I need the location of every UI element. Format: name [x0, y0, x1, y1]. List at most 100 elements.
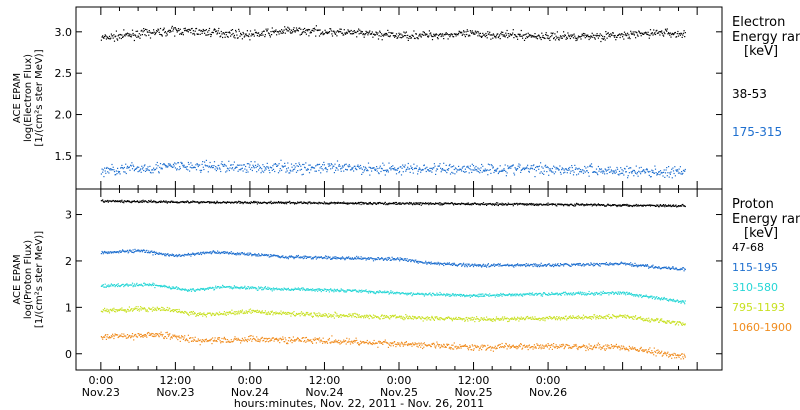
data-point — [110, 251, 112, 253]
data-point — [329, 256, 331, 258]
data-point — [608, 294, 610, 296]
data-point — [647, 31, 649, 33]
data-point — [508, 35, 511, 37]
data-point — [220, 202, 222, 204]
data-point — [384, 258, 386, 260]
data-point — [606, 37, 608, 39]
data-point — [433, 34, 435, 36]
data-point — [182, 200, 184, 203]
data-point — [444, 169, 446, 171]
data-point — [593, 294, 595, 296]
data-point — [453, 264, 455, 266]
data-point — [153, 250, 155, 253]
data-point — [126, 200, 128, 202]
data-point — [585, 167, 587, 169]
data-point — [485, 170, 487, 172]
data-point — [489, 34, 491, 36]
data-point — [566, 203, 568, 205]
data-point — [502, 204, 504, 206]
data-point — [346, 256, 348, 258]
data-point — [676, 33, 678, 35]
data-point — [212, 250, 214, 252]
data-point — [187, 161, 189, 164]
data-point — [635, 203, 637, 206]
data-point — [121, 164, 123, 166]
data-point — [620, 172, 622, 174]
data-point — [405, 170, 407, 172]
data-point — [185, 311, 187, 313]
data-point — [119, 285, 121, 288]
data-point — [471, 264, 473, 266]
data-point — [430, 202, 432, 204]
data-point — [351, 168, 353, 170]
data-point — [484, 295, 486, 297]
data-point — [546, 37, 548, 39]
data-point — [347, 202, 349, 204]
data-point — [588, 290, 590, 293]
data-point — [219, 168, 221, 170]
data-point — [379, 167, 381, 169]
data-point — [294, 203, 296, 205]
data-point — [528, 170, 530, 172]
data-point — [171, 200, 173, 202]
data-point — [423, 295, 425, 297]
data-point — [672, 34, 675, 36]
data-point — [130, 250, 132, 252]
data-point — [556, 265, 558, 267]
data-point — [461, 167, 463, 169]
data-point — [104, 283, 106, 285]
data-point — [147, 311, 149, 313]
data-point — [338, 202, 340, 204]
data-point — [369, 201, 371, 204]
data-point — [411, 167, 413, 169]
data-point — [512, 265, 514, 267]
data-point — [497, 263, 499, 265]
data-point — [643, 264, 645, 266]
data-point — [246, 312, 248, 314]
data-point — [683, 30, 685, 32]
data-point — [296, 29, 298, 31]
data-point — [528, 265, 530, 267]
data-point — [235, 166, 237, 168]
data-point — [463, 262, 465, 264]
data-point — [477, 265, 480, 267]
data-point — [527, 263, 529, 265]
data-point — [140, 201, 142, 203]
data-point — [639, 171, 641, 173]
data-point — [218, 164, 220, 167]
data-point — [131, 34, 133, 36]
data-point — [564, 263, 566, 266]
data-point — [638, 265, 640, 267]
data-point — [531, 168, 534, 170]
data-point — [524, 264, 526, 266]
data-point — [464, 295, 466, 297]
data-point — [607, 292, 609, 294]
data-point — [315, 25, 317, 27]
data-point — [585, 264, 587, 266]
data-point — [328, 291, 330, 293]
data-point — [573, 294, 575, 296]
data-point — [226, 312, 229, 314]
data-point — [292, 288, 294, 290]
data-point — [548, 263, 550, 265]
data-point — [273, 289, 275, 291]
data-point — [630, 292, 632, 294]
data-point — [247, 252, 249, 254]
data-point — [194, 290, 196, 292]
data-point — [605, 170, 607, 172]
data-point — [389, 292, 391, 294]
data-point — [538, 293, 540, 295]
data-point — [326, 31, 328, 33]
data-point — [674, 205, 676, 207]
data-point — [478, 293, 480, 295]
data-point — [631, 265, 633, 267]
data-point — [424, 262, 426, 264]
data-point — [490, 164, 493, 166]
data-point — [217, 252, 219, 254]
data-point — [305, 257, 307, 259]
data-point — [520, 169, 522, 171]
data-point — [285, 201, 287, 203]
data-point — [445, 295, 447, 297]
data-point — [104, 286, 106, 288]
data-point — [403, 259, 405, 261]
